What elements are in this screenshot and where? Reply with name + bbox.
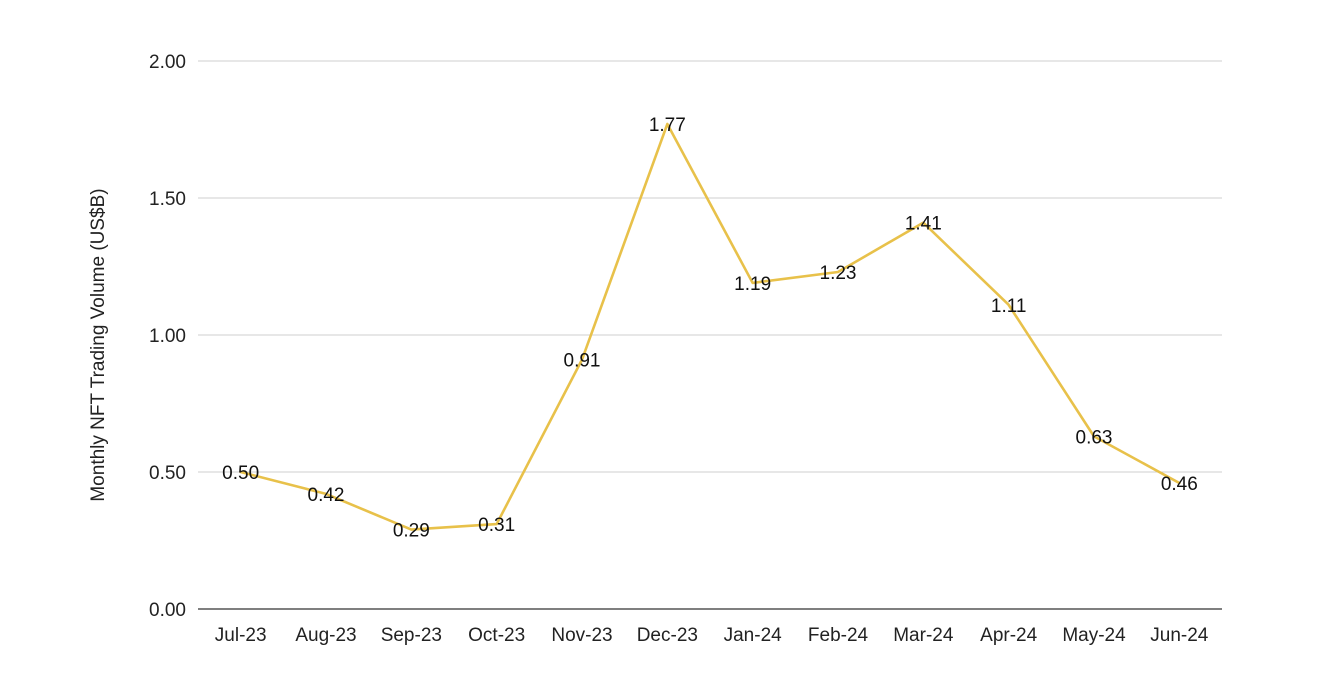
x-tick-label: Nov-23 — [551, 625, 612, 646]
series-line — [239, 122, 1181, 531]
data-label: 0.63 — [1076, 427, 1113, 448]
y-tick-label: 1.00 — [149, 326, 186, 347]
data-label: 0.29 — [393, 521, 430, 542]
data-label: 0.31 — [478, 515, 515, 536]
series — [239, 122, 1181, 531]
x-tick-label: May-24 — [1062, 625, 1126, 646]
data-label: 1.11 — [991, 296, 1027, 317]
x-tick-label: Jan-24 — [724, 625, 783, 646]
data-label: 1.41 — [905, 214, 942, 235]
y-tick-label: 0.00 — [149, 600, 186, 621]
x-tick-label: Jun-24 — [1150, 625, 1209, 646]
data-label: 1.19 — [734, 274, 771, 295]
x-tick-label: Mar-24 — [893, 625, 954, 646]
y-tick-label: 2.00 — [149, 52, 186, 73]
x-tick-label: Feb-24 — [808, 625, 869, 646]
data-label: 0.50 — [222, 463, 259, 484]
y-tick-label: 0.50 — [149, 463, 186, 484]
y-axis: 0.00 0.50 1.00 1.50 2.00 — [149, 52, 186, 621]
data-label: 1.23 — [820, 263, 857, 284]
y-tick-label: 1.50 — [149, 189, 186, 210]
x-tick-label: Dec-23 — [637, 625, 698, 646]
x-tick-label: Jul-23 — [215, 625, 267, 646]
x-axis: Jul-23 Aug-23 Sep-23 Oct-23 Nov-23 Dec-23 Jan-… — [198, 608, 1222, 646]
data-label: 0.46 — [1161, 474, 1198, 495]
data-label: 0.91 — [564, 351, 601, 372]
y-axis-title: Monthly NFT Trading Volume (US$B) — [88, 188, 109, 501]
data-labels: 0.50 0.42 0.29 0.31 0.91 1.77 1.19 1.23 1.41 1.11… — [222, 115, 1198, 542]
data-label: 1.77 — [649, 115, 686, 136]
x-tick-label: Apr-24 — [980, 625, 1037, 646]
x-tick-label: Sep-23 — [381, 625, 442, 646]
x-tick-label: Oct-23 — [468, 625, 525, 646]
data-label: 0.42 — [308, 485, 345, 506]
x-tick-label: Aug-23 — [295, 625, 356, 646]
gridlines — [198, 60, 1222, 473]
